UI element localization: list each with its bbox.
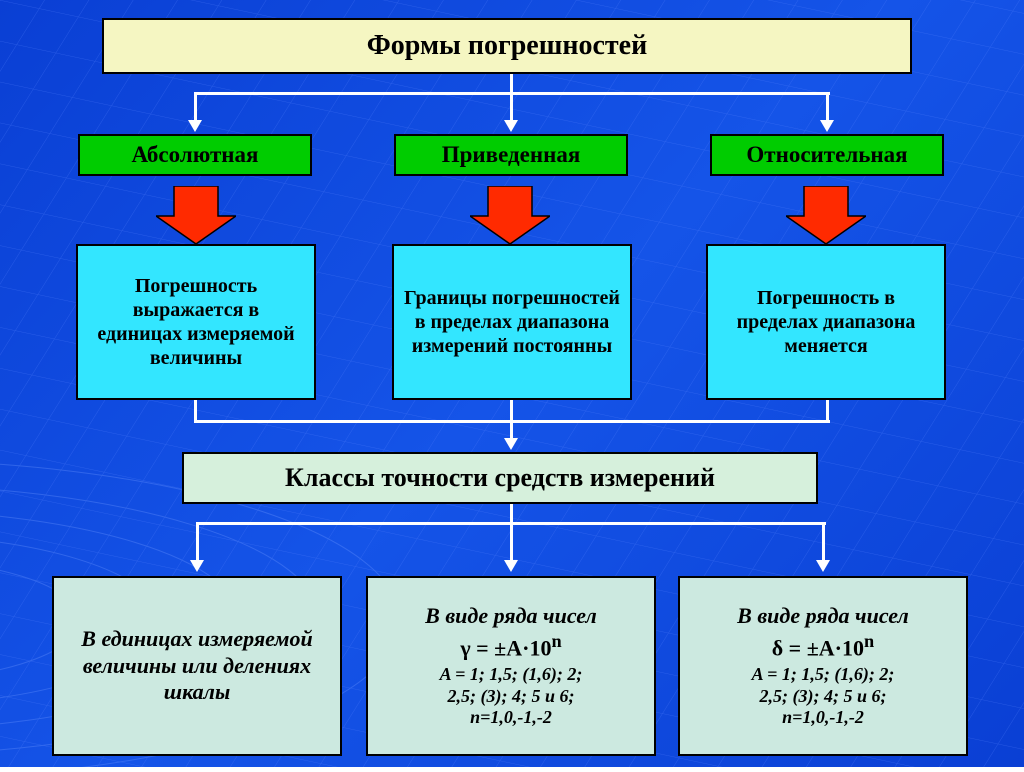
arrowhead [504,120,518,132]
conn [194,92,197,122]
formula: δ = ±A·10n [772,631,874,662]
conn [510,420,513,440]
class-units: В единицах измеряемой величины или делен… [52,576,342,756]
conn [510,522,513,562]
formula: γ = ±A·10n [460,631,561,662]
conn [826,400,829,420]
conn [510,74,513,92]
desc-absolute: Погрешность выражается в единицах измеря… [76,244,316,400]
bot-header: В единицах измеряемой величины или делен… [64,626,330,705]
title-box: Формы погрешностей [102,18,912,74]
cat-label: Абсолютная [131,142,258,168]
mid-text: Классы точности средств измерений [285,463,715,493]
block-arrow [786,186,866,244]
conn [194,400,197,420]
arrowhead [190,560,204,572]
cat-label: Приведенная [442,142,581,168]
title-text: Формы погрешностей [367,30,648,62]
conn [826,92,829,122]
arrowhead [816,560,830,572]
values: A = 1; 1,5; (1,6); 2;2,5; (3); 4; 5 и 6;… [752,664,895,729]
desc-text: Погрешность выражается в единицах измеря… [88,274,304,370]
class-gamma: В виде ряда чисел γ = ±A·10n A = 1; 1,5;… [366,576,656,756]
category-relative: Относительная [710,134,944,176]
diagram-stage: Формы погрешностей Абсолютная Приведенна… [0,0,1024,767]
conn [510,504,513,522]
conn [822,522,825,562]
category-absolute: Абсолютная [78,134,312,176]
cat-label: Относительная [746,142,907,168]
conn [196,522,199,562]
desc-text: Погрешность в пределах диапазона меняетс… [718,286,934,358]
desc-relative: Погрешность в пределах диапазона меняетс… [706,244,946,400]
block-arrow [156,186,236,244]
conn [510,400,513,420]
values: A = 1; 1,5; (1,6); 2;2,5; (3); 4; 5 и 6;… [440,664,583,729]
accuracy-classes-box: Классы точности средств измерений [182,452,818,504]
block-arrow [470,186,550,244]
arrowhead [188,120,202,132]
arrowhead [820,120,834,132]
category-reduced: Приведенная [394,134,628,176]
conn [510,92,513,122]
desc-text: Границы погрешностей в пределах диапазон… [404,286,620,358]
arrowhead [504,438,518,450]
desc-reduced: Границы погрешностей в пределах диапазон… [392,244,632,400]
bot-header: В виде ряда чисел [737,603,909,629]
class-delta: В виде ряда чисел δ = ±A·10n A = 1; 1,5;… [678,576,968,756]
arrowhead [504,560,518,572]
bot-header: В виде ряда чисел [425,603,597,629]
